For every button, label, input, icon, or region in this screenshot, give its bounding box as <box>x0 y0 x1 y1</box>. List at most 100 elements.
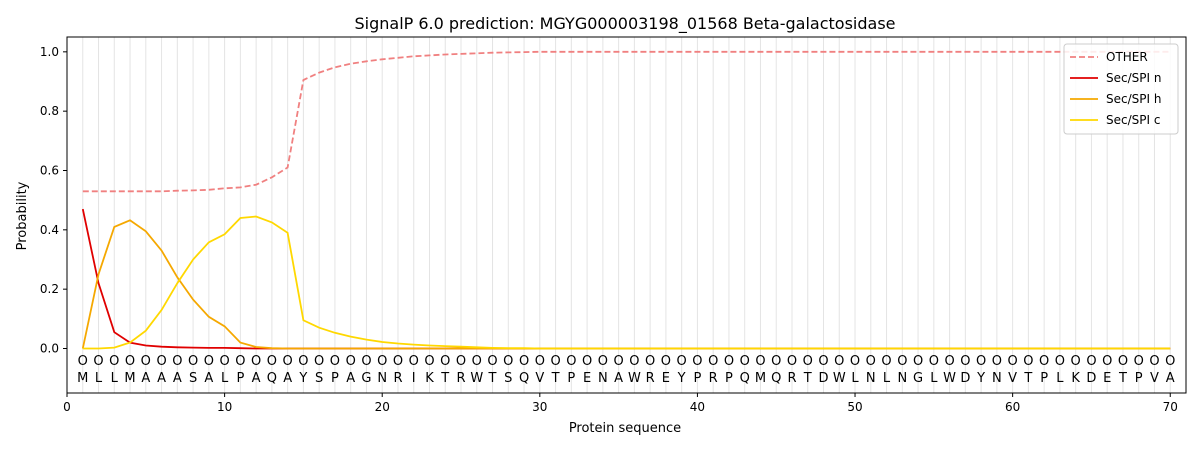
region-marker: O <box>78 354 88 369</box>
residue-label: T <box>551 371 560 386</box>
region-marker: O <box>976 354 986 369</box>
region-marker: O <box>172 354 182 369</box>
series-line-2 <box>81 219 1171 350</box>
y-tick-label: 1.0 <box>40 45 59 59</box>
region-marker: O <box>109 354 119 369</box>
x-tick-label: 20 <box>375 400 390 414</box>
region-marker: O <box>519 354 529 369</box>
region-marker: O <box>1086 354 1096 369</box>
residue-label: T <box>488 371 497 386</box>
x-tick-label: 40 <box>690 400 705 414</box>
region-marker: O <box>1134 354 1144 369</box>
residue-label: N <box>377 371 387 386</box>
residue-label: L <box>95 371 103 386</box>
residue-label: L <box>1056 371 1064 386</box>
residue-label: A <box>252 371 261 386</box>
region-marker: O <box>393 354 403 369</box>
residue-label: V <box>1008 371 1017 386</box>
residue-label: E <box>583 371 591 386</box>
legend: OTHER Sec/SPI n Sec/SPI h Sec/SPI c <box>1063 43 1179 135</box>
residue-label: K <box>425 371 434 386</box>
region-marker: O <box>629 354 639 369</box>
x-tick-label: 50 <box>847 400 862 414</box>
legend-label: OTHER <box>1106 50 1148 64</box>
region-marker: O <box>456 354 466 369</box>
region-marker: O <box>614 354 624 369</box>
residue-label: Y <box>976 371 985 386</box>
region-marker: O <box>944 354 954 369</box>
residue-label: L <box>930 371 938 386</box>
residue-label: T <box>803 371 812 386</box>
residue-label: P <box>331 371 339 386</box>
region-marker: O <box>992 354 1002 369</box>
residue-label: Q <box>519 371 529 386</box>
region-marker: O <box>740 354 750 369</box>
region-marker: O <box>724 354 734 369</box>
region-marker: O <box>677 354 687 369</box>
residue-label: A <box>283 371 292 386</box>
residue-label: K <box>1071 371 1080 386</box>
residue-label: A <box>173 371 182 386</box>
residue-label: N <box>598 371 608 386</box>
region-marker: O <box>283 354 293 369</box>
region-marker: O <box>346 354 356 369</box>
region-marker: O <box>472 354 482 369</box>
series-lines <box>81 50 1171 350</box>
region-marker: O <box>866 354 876 369</box>
residue-label: P <box>725 371 733 386</box>
region-marker: O <box>1149 354 1159 369</box>
region-marker: O <box>771 354 781 369</box>
residue-label: S <box>504 371 512 386</box>
region-marker: O <box>881 354 891 369</box>
region-marker: O <box>235 354 245 369</box>
residue-label: W <box>943 371 956 386</box>
region-marker: O <box>661 354 671 369</box>
x-axis-ticks: 0 10 20 30 40 50 60 70 <box>63 393 1178 414</box>
region-marker: O <box>361 354 371 369</box>
region-marker: O <box>125 354 135 369</box>
series-line-3 <box>82 215 1171 350</box>
residue-label: Y <box>677 371 686 386</box>
region-marker: O <box>566 354 576 369</box>
region-marker: O <box>251 354 261 369</box>
residue-label: V <box>535 371 544 386</box>
residue-label: W <box>470 371 483 386</box>
region-marker: O <box>1118 354 1128 369</box>
residue-label: Y <box>298 371 307 386</box>
residue-label: D <box>960 371 970 386</box>
residue-label: P <box>1135 371 1143 386</box>
region-marker: O <box>645 354 655 369</box>
plot-frame <box>66 36 1187 394</box>
region-marker: O <box>141 354 151 369</box>
region-marker: O <box>487 354 497 369</box>
y-tick-label: 0.2 <box>40 282 59 296</box>
y-axis-ticks: 0.0 0.2 0.4 0.6 0.8 1.0 <box>40 45 67 356</box>
residue-label: A <box>141 371 150 386</box>
residue-label: L <box>221 371 229 386</box>
region-marker: O <box>93 354 103 369</box>
y-tick-label: 0.0 <box>40 342 59 356</box>
x-tick-label: 30 <box>532 400 547 414</box>
y-tick-label: 0.6 <box>40 164 59 178</box>
region-marker: O <box>913 354 923 369</box>
series-line-0 <box>82 50 1171 193</box>
residue-label: M <box>755 371 766 386</box>
x-tick-label: 60 <box>1005 400 1020 414</box>
residue-label: T <box>1023 371 1032 386</box>
region-marker: O <box>692 354 702 369</box>
y-axis-label: Probability <box>15 181 30 250</box>
region-marker: O <box>188 354 198 369</box>
residue-label: Q <box>771 371 781 386</box>
y-tick-label: 0.4 <box>40 223 59 237</box>
region-marker: O <box>1055 354 1065 369</box>
x-tick-label: 0 <box>63 400 71 414</box>
region-marker: O <box>409 354 419 369</box>
residue-label: L <box>111 371 119 386</box>
region-marker: O <box>1023 354 1033 369</box>
residue-label: P <box>567 371 575 386</box>
residue-label: G <box>913 371 923 386</box>
grid-lines <box>82 37 1171 393</box>
residue-label: W <box>628 371 641 386</box>
region-marker: O <box>377 354 387 369</box>
